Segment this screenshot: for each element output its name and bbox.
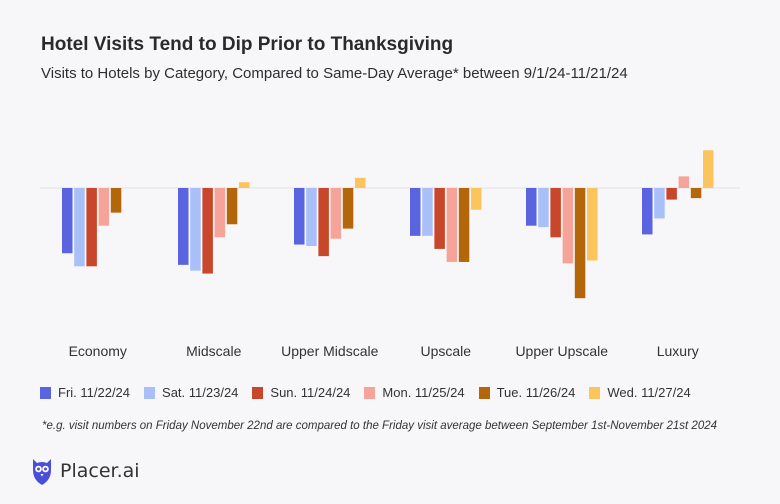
bar-group <box>62 150 714 299</box>
bar-upscale-3 <box>434 188 445 249</box>
placer-owl-logo-icon <box>33 459 51 485</box>
bar-luxury-4 <box>678 176 690 188</box>
legend-swatch <box>144 386 156 399</box>
bar-upper-upscale-3 <box>550 188 561 238</box>
bar-midscale-2 <box>190 188 201 271</box>
category-label: Luxury <box>657 343 699 359</box>
bar-upper-upscale-5 <box>574 188 586 299</box>
legend-label: Mon. 11/25/24 <box>382 385 465 400</box>
brand-logo: Placer.ai <box>30 456 140 486</box>
bar-upper-upscale-6 <box>587 188 598 261</box>
bar-upper-midscale-1 <box>294 188 305 245</box>
legend-swatch <box>589 386 601 399</box>
legend-item: Mon. 11/25/24 <box>364 385 465 400</box>
legend-item: Wed. 11/27/24 <box>589 385 691 400</box>
legend-label: Sun. 11/24/24 <box>270 385 351 400</box>
bar-upper-midscale-3 <box>318 188 329 257</box>
category-labels: Economy Midscale Upper Midscale Upscale Uppe… <box>69 343 699 359</box>
bar-economy-3 <box>86 188 97 267</box>
bar-luxury-6 <box>703 150 714 188</box>
category-label: Economy <box>69 343 127 359</box>
legend-label: Wed. 11/27/24 <box>607 385 691 400</box>
chart-legend: Fri. 11/22/24 Sat. 11/23/24 Sun. 11/24/24 M… <box>40 385 705 400</box>
bar-upper-upscale-1 <box>526 188 537 226</box>
brand-name: Placer.ai <box>60 460 140 482</box>
bar-economy-5 <box>110 188 122 213</box>
legend-swatch <box>252 386 264 399</box>
legend-item: Tue. 11/26/24 <box>478 385 576 400</box>
legend-swatch <box>478 386 490 399</box>
bar-luxury-3 <box>666 188 677 200</box>
bar-upper-midscale-4 <box>330 188 342 239</box>
legend-label: Sat. 11/23/24 <box>162 385 239 400</box>
bar-luxury-1 <box>642 188 653 235</box>
category-label: Upper Midscale <box>281 343 378 359</box>
legend-swatch <box>40 386 51 399</box>
bar-upscale-4 <box>446 188 458 262</box>
bar-upper-midscale-2 <box>306 188 317 246</box>
bar-luxury-5 <box>690 188 702 199</box>
bar-upper-upscale-4 <box>562 188 574 264</box>
bar-economy-4 <box>98 188 110 226</box>
bar-midscale-4 <box>214 188 226 238</box>
legend-item: Sat. 11/23/24 <box>144 385 238 400</box>
bar-upscale-6 <box>471 188 482 210</box>
bar-upscale-5 <box>458 188 470 262</box>
chart-title: Hotel Visits Tend to Dip Prior to Thanks… <box>41 34 454 55</box>
category-label: Midscale <box>186 343 241 359</box>
legend-swatch <box>364 386 376 399</box>
legend-label: Tue. 11/26/24 <box>496 385 576 400</box>
legend-item: Sun. 11/24/24 <box>252 385 350 400</box>
bar-chart: Economy Midscale Upper Midscale Upscale Uppe… <box>40 150 740 359</box>
bar-midscale-5 <box>226 188 238 225</box>
bar-economy-2 <box>74 188 85 267</box>
category-label: Upper Upscale <box>515 343 608 359</box>
footnote: *e.g. visit numbers on Friday November 2… <box>42 420 718 432</box>
legend-label: Fri. 11/22/24 <box>58 385 131 400</box>
bar-midscale-1 <box>178 188 189 265</box>
chart-subtitle: Visits to Hotels by Category, Compared t… <box>41 65 628 82</box>
legend-item: Fri. 11/22/24 <box>40 385 130 400</box>
bar-upper-midscale-5 <box>342 188 354 229</box>
bar-luxury-2 <box>654 188 665 219</box>
category-label: Upscale <box>420 343 471 359</box>
bar-upscale-1 <box>410 188 421 236</box>
bar-midscale-3 <box>202 188 213 274</box>
bar-upscale-2 <box>422 188 433 236</box>
bar-economy-1 <box>62 188 73 254</box>
bar-upper-midscale-6 <box>355 177 366 188</box>
bar-midscale-6 <box>239 182 250 188</box>
bar-upper-upscale-2 <box>538 188 549 228</box>
